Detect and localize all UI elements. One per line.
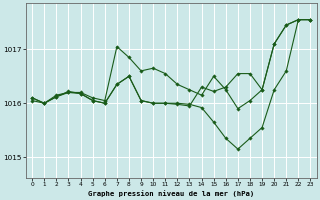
X-axis label: Graphe pression niveau de la mer (hPa): Graphe pression niveau de la mer (hPa) [88,190,254,197]
